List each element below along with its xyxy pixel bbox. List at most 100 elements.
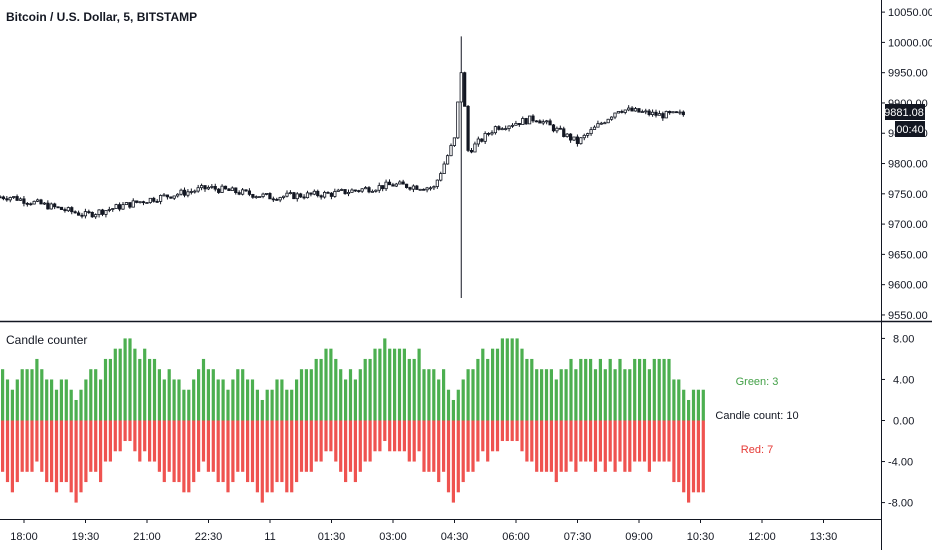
green-count-bar (481, 348, 485, 421)
red-count-bar (657, 420, 661, 462)
candle (59, 206, 64, 210)
red-count-bar (59, 420, 63, 483)
candle (370, 189, 375, 193)
red-count-bar (231, 420, 235, 483)
red-count-bar (246, 420, 250, 483)
green-count-bar (569, 358, 573, 421)
red-count-bar (226, 420, 230, 493)
time-tick-label: 13:30 (810, 531, 838, 543)
candle (182, 187, 187, 198)
green-count-bar (182, 389, 186, 421)
red-count-bar (574, 420, 578, 472)
price-scale[interactable]: 10050.0010000.009950.009900.009850.00980… (881, 0, 932, 550)
candle (442, 161, 446, 174)
red-count-bar (40, 420, 44, 472)
candle (422, 188, 426, 191)
red-count-bar (525, 420, 529, 462)
green-count-bar (559, 369, 563, 421)
red-count-bar (402, 420, 406, 452)
candle (326, 191, 330, 194)
candle (32, 200, 36, 205)
candle (493, 125, 498, 135)
candle (49, 202, 53, 210)
red-count-bar (182, 420, 186, 493)
candle (572, 136, 576, 142)
candle (507, 125, 511, 132)
candle (268, 192, 272, 200)
green-count-bar (662, 358, 666, 421)
red-count-bar (407, 420, 411, 462)
candle (1, 195, 6, 201)
candle (186, 189, 190, 198)
candle (73, 210, 77, 214)
green-count-bar (128, 338, 132, 421)
candle (97, 209, 101, 218)
candle (193, 189, 197, 194)
candle (8, 196, 12, 203)
red-count-bar (113, 420, 117, 452)
candle (609, 116, 614, 121)
candle-counter-pane[interactable]: Candle counter Green: 3 Candle count: 10… (1, 333, 799, 503)
green-count-bar (304, 369, 308, 421)
green-count-bar (598, 358, 602, 421)
candle (319, 194, 323, 200)
green-count-bar (544, 369, 549, 421)
red-count-bar (172, 420, 176, 483)
candle (251, 193, 255, 199)
time-axis[interactable]: 18:00 19:30 21:00 22:30 11 01:30 03:00 04:30 06:… (0, 519, 882, 543)
candle (117, 202, 122, 212)
candle (169, 196, 173, 199)
red-count-bar (623, 420, 627, 472)
candle (374, 189, 378, 193)
time-tick-label: 10:30 (687, 531, 715, 543)
red-count-bar (373, 420, 377, 452)
candle (12, 196, 16, 199)
red-count-bar (275, 420, 279, 483)
red-count-bar (84, 420, 88, 483)
red-count-bar (691, 420, 696, 493)
candle (121, 201, 125, 210)
candle (387, 179, 392, 186)
green-count-bar (515, 338, 519, 421)
red-count-bar (446, 420, 451, 493)
price-pane[interactable]: Bitcoin / U.S. Dollar, 5, BITSTAMP (0, 10, 685, 298)
candle (128, 202, 132, 209)
green-count-bar (687, 399, 691, 421)
green-count-bar (329, 348, 333, 421)
red-count-label: Red: 7 (741, 444, 773, 456)
green-count-bar (187, 389, 191, 421)
candle (582, 133, 586, 141)
candle (586, 132, 590, 138)
green-count-bar (584, 358, 588, 421)
candle (531, 114, 535, 123)
candle (114, 203, 118, 209)
green-count-bar (148, 358, 152, 421)
red-count-bar (260, 420, 264, 503)
candle (309, 192, 313, 197)
candle (0, 195, 2, 199)
candle (671, 111, 675, 114)
price-tick-label: 9800.00 (888, 159, 928, 171)
green-count-bar (397, 348, 402, 421)
red-count-bar (206, 420, 210, 472)
candle (381, 185, 385, 192)
candle (408, 186, 412, 191)
candle (155, 199, 159, 203)
green-count-bar (299, 369, 304, 421)
candle (596, 120, 600, 128)
red-count-bar (324, 420, 328, 452)
candle (480, 138, 484, 143)
red-count-bar (177, 420, 181, 483)
red-count-bar (30, 420, 34, 472)
red-count-bar (476, 420, 480, 462)
green-count-bar (437, 379, 441, 421)
green-count-bar (334, 358, 338, 421)
candle (664, 110, 668, 119)
time-tick-label: 03:00 (379, 531, 407, 543)
candle (449, 143, 453, 157)
green-count-bar (589, 358, 593, 421)
red-count-bar (270, 420, 274, 493)
red-count-bar (486, 420, 490, 462)
price-tick-label: 9600.00 (888, 280, 928, 292)
